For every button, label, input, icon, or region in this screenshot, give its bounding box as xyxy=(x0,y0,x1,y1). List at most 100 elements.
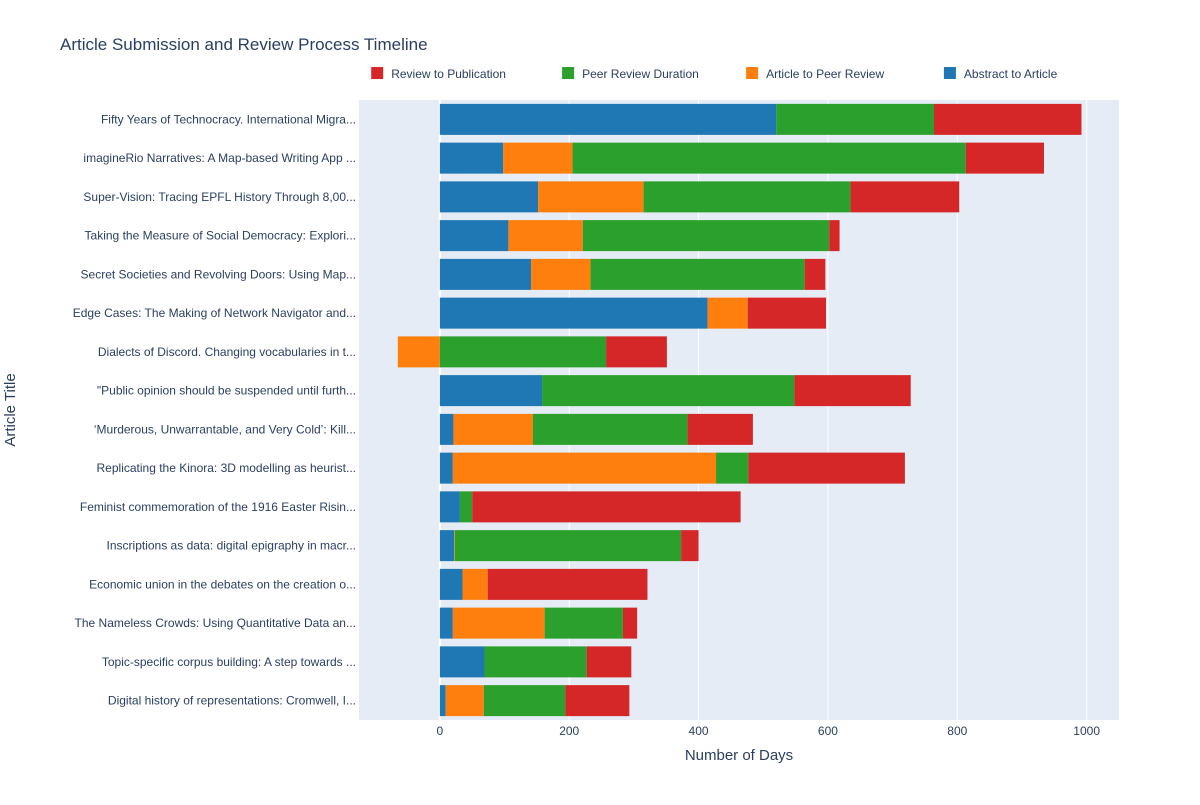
x-tick-label: 400 xyxy=(689,724,709,738)
bar-peer-review-duration[interactable] xyxy=(542,375,795,407)
bar-peer-review-duration[interactable] xyxy=(572,142,966,174)
bar-article-to-peer-review[interactable] xyxy=(453,413,533,445)
bar-review-to-publication[interactable] xyxy=(565,685,630,717)
bar-article-to-peer-review[interactable] xyxy=(508,220,583,252)
bar-review-to-publication[interactable] xyxy=(586,646,632,678)
bar-peer-review-duration[interactable] xyxy=(582,220,830,252)
y-tick-labels: Fifty Years of Technocracy. Internationa… xyxy=(73,112,356,707)
bar-abstract-to-article[interactable] xyxy=(439,646,485,678)
y-tick-label: Topic-specific corpus building: A step t… xyxy=(102,655,356,669)
bar-abstract-to-article[interactable] xyxy=(439,491,460,523)
y-tick-label: Taking the Measure of Social Democracy: … xyxy=(85,229,356,243)
y-tick-label: Digital history of representations: Crom… xyxy=(108,694,356,708)
bars xyxy=(397,103,1082,717)
legend-item[interactable]: Review to Publication xyxy=(371,67,506,81)
bar-peer-review-duration[interactable] xyxy=(483,685,566,717)
bar-abstract-to-article[interactable] xyxy=(439,375,543,407)
legend-item[interactable]: Abstract to Article xyxy=(943,67,1058,81)
bar-peer-review-duration[interactable] xyxy=(532,413,688,445)
y-tick-label: Secret Societies and Revolving Doors: Us… xyxy=(81,267,356,281)
bar-abstract-to-article[interactable] xyxy=(439,568,463,600)
bar-article-to-peer-review[interactable] xyxy=(452,452,717,484)
bar-abstract-to-article[interactable] xyxy=(439,297,708,329)
x-tick-label: 200 xyxy=(559,724,579,738)
bar-abstract-to-article[interactable] xyxy=(439,685,446,717)
y-tick-label: Economic union in the debates on the cre… xyxy=(89,577,356,591)
bar-abstract-to-article[interactable] xyxy=(439,413,454,445)
y-axis-title: Article Title xyxy=(2,373,19,446)
legend-swatch xyxy=(371,67,384,79)
bar-peer-review-duration[interactable] xyxy=(716,452,749,484)
bar-article-to-peer-review[interactable] xyxy=(462,568,488,600)
bar-review-to-publication[interactable] xyxy=(606,336,667,368)
y-tick-label: Super-Vision: Tracing EPFL History Throu… xyxy=(83,190,356,204)
bar-review-to-publication[interactable] xyxy=(681,530,699,562)
y-tick-label: "Public opinion should be suspended unti… xyxy=(97,384,356,398)
x-axis-title: Number of Days xyxy=(685,747,793,764)
bar-article-to-peer-review[interactable] xyxy=(538,181,644,213)
y-tick-label: Edge Cases: The Making of Network Naviga… xyxy=(73,306,356,320)
bar-review-to-publication[interactable] xyxy=(748,452,905,484)
y-tick-label: Feminist commemoration of the 1916 Easte… xyxy=(80,500,356,514)
legend-label: Abstract to Article xyxy=(964,67,1058,81)
bar-abstract-to-article[interactable] xyxy=(439,258,532,290)
bar-peer-review-duration[interactable] xyxy=(484,646,587,678)
legend-swatch xyxy=(746,67,759,79)
bar-article-to-peer-review[interactable] xyxy=(445,685,484,717)
bar-review-to-publication[interactable] xyxy=(487,568,648,600)
bar-review-to-publication[interactable] xyxy=(622,607,638,639)
bar-review-to-publication[interactable] xyxy=(472,491,741,523)
legend-item[interactable]: Article to Peer Review xyxy=(746,67,884,81)
chart-title: Article Submission and Review Process Ti… xyxy=(60,35,428,54)
bar-abstract-to-article[interactable] xyxy=(439,452,453,484)
x-tick-label: 0 xyxy=(437,724,444,738)
bar-peer-review-duration[interactable] xyxy=(459,491,473,523)
bar-review-to-publication[interactable] xyxy=(934,103,1082,135)
bar-review-to-publication[interactable] xyxy=(829,220,840,252)
bar-article-to-peer-review[interactable] xyxy=(452,607,545,639)
bar-review-to-publication[interactable] xyxy=(687,413,753,445)
bar-review-to-publication[interactable] xyxy=(804,258,826,290)
x-tick-label: 600 xyxy=(818,724,838,738)
legend-label: Review to Publication xyxy=(391,67,506,81)
bar-review-to-publication[interactable] xyxy=(850,181,960,213)
x-tick-label: 1000 xyxy=(1073,724,1100,738)
legend-label: Peer Review Duration xyxy=(582,67,699,81)
legend[interactable]: Review to Publication Peer Review Duratio… xyxy=(371,67,1058,81)
bar-abstract-to-article[interactable] xyxy=(439,181,539,213)
bar-article-to-peer-review[interactable] xyxy=(503,142,573,174)
bar-abstract-to-article[interactable] xyxy=(439,607,453,639)
y-tick-label: The Nameless Crowds: Using Quantitative … xyxy=(75,616,356,630)
bar-article-to-peer-review[interactable] xyxy=(531,258,591,290)
bar-peer-review-duration[interactable] xyxy=(439,336,607,368)
bar-peer-review-duration[interactable] xyxy=(643,181,851,213)
legend-swatch xyxy=(562,67,575,79)
bar-abstract-to-article[interactable] xyxy=(439,530,455,562)
legend-label: Article to Peer Review xyxy=(766,67,884,81)
bar-review-to-publication[interactable] xyxy=(747,297,826,329)
bar-abstract-to-article[interactable] xyxy=(439,220,509,252)
bar-abstract-to-article[interactable] xyxy=(439,103,777,135)
bar-abstract-to-article[interactable] xyxy=(439,142,504,174)
bar-review-to-publication[interactable] xyxy=(965,142,1044,174)
bar-peer-review-duration[interactable] xyxy=(776,103,935,135)
y-tick-label: Inscriptions as data: digital epigraphy … xyxy=(107,539,356,553)
y-tick-label: Dialects of Discord. Changing vocabulari… xyxy=(98,345,356,359)
bar-review-to-publication[interactable] xyxy=(794,375,911,407)
y-tick-label: Fifty Years of Technocracy. Internationa… xyxy=(101,112,356,126)
bar-article-to-peer-review[interactable] xyxy=(454,530,455,562)
bar-peer-review-duration[interactable] xyxy=(454,530,682,562)
bar-peer-review-duration[interactable] xyxy=(590,258,805,290)
bar-article-to-peer-review[interactable] xyxy=(397,336,440,368)
legend-swatch xyxy=(943,67,956,79)
y-tick-label: Replicating the Kinora: 3D modelling as … xyxy=(97,461,356,475)
y-tick-label: imagineRio Narratives: A Map-based Writi… xyxy=(83,151,356,165)
y-tick-label: ‘Murderous, Unwarrantable, and Very Cold… xyxy=(94,422,356,436)
bar-article-to-peer-review[interactable] xyxy=(707,297,748,329)
legend-item[interactable]: Peer Review Duration xyxy=(562,67,699,81)
bar-peer-review-duration[interactable] xyxy=(544,607,623,639)
x-tick-label: 800 xyxy=(947,724,967,738)
x-tick-labels: 0 200 400 600 800 1000 xyxy=(437,724,1101,738)
